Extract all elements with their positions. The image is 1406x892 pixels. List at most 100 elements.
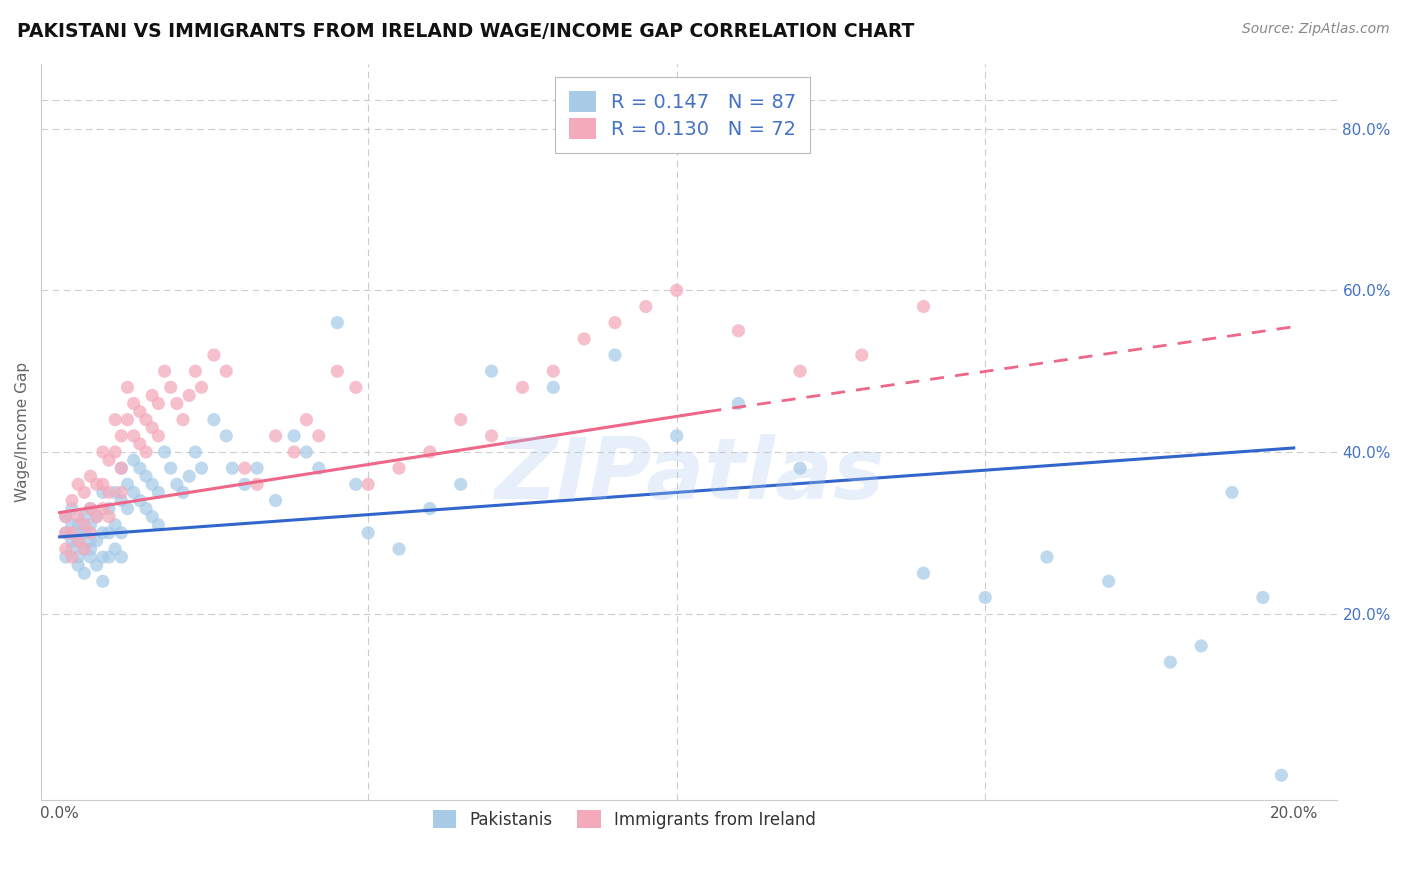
Legend: Pakistanis, Immigrants from Ireland: Pakistanis, Immigrants from Ireland <box>426 804 823 835</box>
Point <box>79 517 101 532</box>
Point <box>603 348 626 362</box>
Point <box>110 485 132 500</box>
Point <box>603 316 626 330</box>
Point <box>388 461 411 475</box>
Point <box>179 388 201 402</box>
Point <box>141 477 163 491</box>
Point <box>295 445 318 459</box>
Point <box>110 461 132 475</box>
Text: PAKISTANI VS IMMIGRANTS FROM IRELAND WAGE/INCOME GAP CORRELATION CHART: PAKISTANI VS IMMIGRANTS FROM IRELAND WAG… <box>17 22 914 41</box>
Point <box>1220 485 1243 500</box>
Point <box>135 445 157 459</box>
Point <box>727 396 749 410</box>
Point <box>122 429 145 443</box>
Point <box>79 550 101 565</box>
Point <box>98 525 121 540</box>
Point <box>104 485 127 500</box>
Point <box>233 477 256 491</box>
Point <box>159 380 181 394</box>
Point <box>67 477 90 491</box>
Point <box>148 485 170 500</box>
Point <box>110 429 132 443</box>
Point <box>86 509 108 524</box>
Point <box>79 525 101 540</box>
Point <box>73 566 96 581</box>
Point <box>60 541 83 556</box>
Point <box>543 380 565 394</box>
Point <box>60 493 83 508</box>
Point <box>73 517 96 532</box>
Point <box>98 501 121 516</box>
Point <box>60 533 83 548</box>
Point <box>419 501 441 516</box>
Point <box>912 566 935 581</box>
Point <box>326 316 349 330</box>
Point <box>215 364 238 378</box>
Point <box>79 501 101 516</box>
Point <box>135 412 157 426</box>
Point <box>128 493 150 508</box>
Point <box>117 380 139 394</box>
Point <box>73 541 96 556</box>
Point <box>166 396 188 410</box>
Point <box>1036 550 1059 565</box>
Point <box>128 461 150 475</box>
Point <box>73 509 96 524</box>
Point <box>388 541 411 556</box>
Point <box>148 396 170 410</box>
Point <box>55 541 77 556</box>
Point <box>91 574 114 589</box>
Point <box>91 477 114 491</box>
Text: Source: ZipAtlas.com: Source: ZipAtlas.com <box>1241 22 1389 37</box>
Point <box>86 558 108 573</box>
Point <box>1270 768 1292 782</box>
Point <box>91 445 114 459</box>
Point <box>357 525 380 540</box>
Point <box>481 364 503 378</box>
Point <box>184 445 207 459</box>
Point <box>179 469 201 483</box>
Point <box>543 364 565 378</box>
Point <box>190 380 212 394</box>
Point <box>67 525 90 540</box>
Point <box>283 445 305 459</box>
Point <box>128 437 150 451</box>
Point <box>572 332 595 346</box>
Point <box>67 550 90 565</box>
Point <box>172 485 194 500</box>
Point <box>67 517 90 532</box>
Point <box>190 461 212 475</box>
Point <box>91 485 114 500</box>
Point <box>55 550 77 565</box>
Point <box>1251 591 1274 605</box>
Y-axis label: Wage/Income Gap: Wage/Income Gap <box>15 362 30 502</box>
Point <box>110 461 132 475</box>
Point <box>295 412 318 426</box>
Point <box>98 453 121 467</box>
Point <box>344 477 367 491</box>
Point <box>73 485 96 500</box>
Point <box>86 533 108 548</box>
Point <box>326 364 349 378</box>
Point <box>55 509 77 524</box>
Point <box>86 509 108 524</box>
Point <box>67 509 90 524</box>
Point <box>974 591 997 605</box>
Point <box>117 412 139 426</box>
Point <box>283 429 305 443</box>
Point <box>233 461 256 475</box>
Point <box>60 525 83 540</box>
Point <box>60 550 83 565</box>
Point <box>60 517 83 532</box>
Point <box>159 461 181 475</box>
Point <box>419 445 441 459</box>
Point <box>104 445 127 459</box>
Point <box>91 501 114 516</box>
Point <box>512 380 534 394</box>
Point <box>202 412 225 426</box>
Point <box>60 501 83 516</box>
Point <box>91 525 114 540</box>
Point <box>98 550 121 565</box>
Point <box>141 388 163 402</box>
Point <box>912 300 935 314</box>
